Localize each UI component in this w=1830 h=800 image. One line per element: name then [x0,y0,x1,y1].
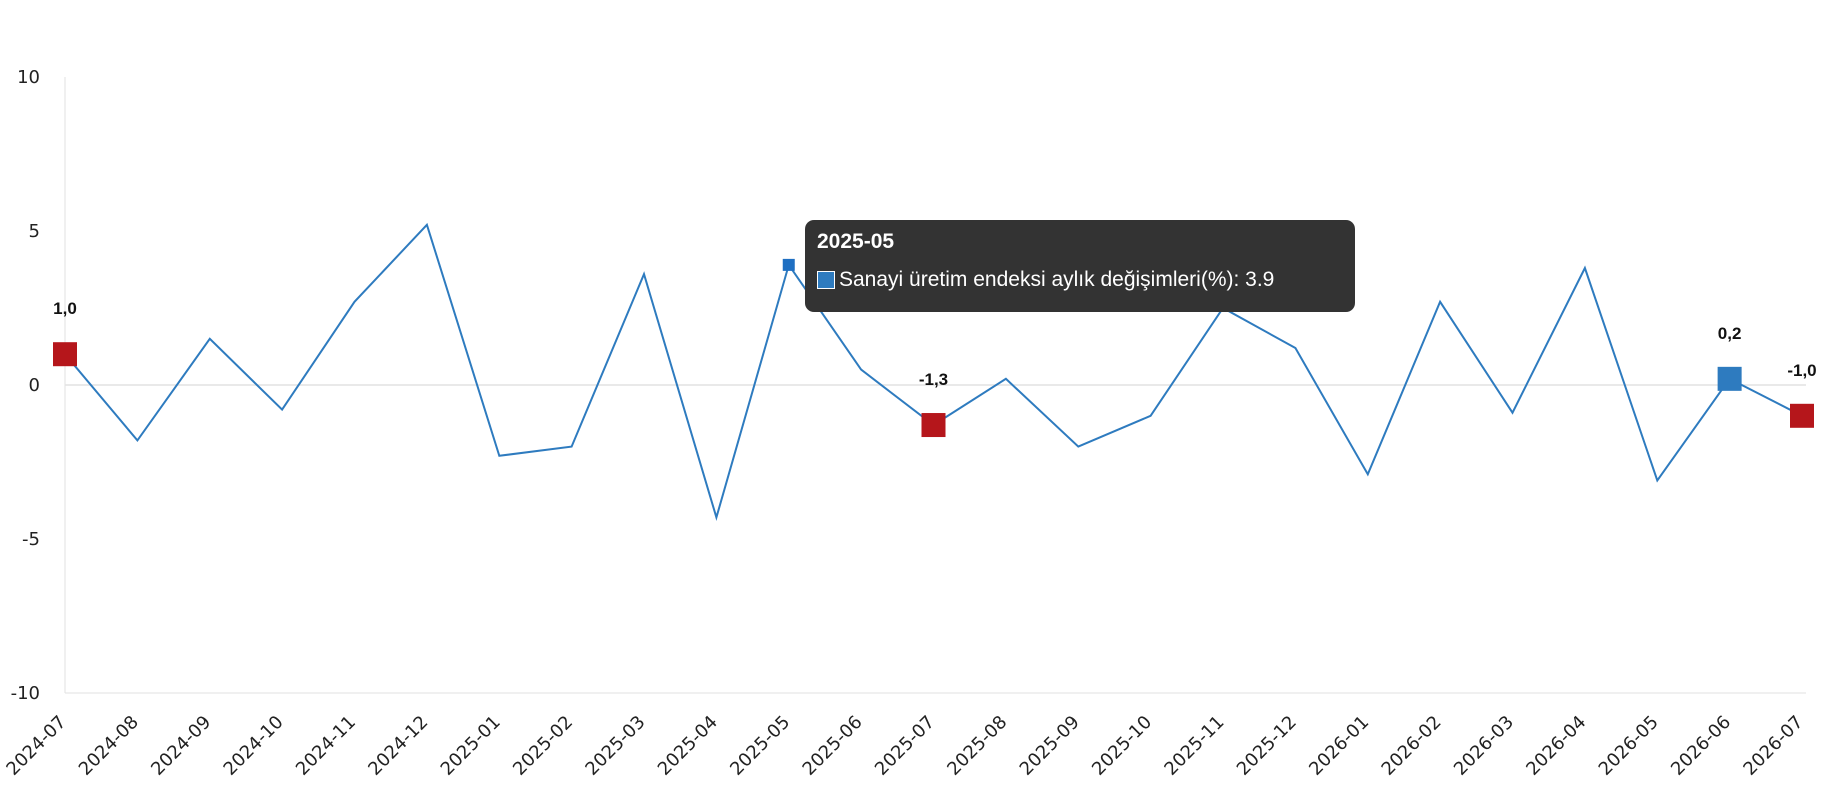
x-tick-label: 2024-11 [292,712,360,780]
x-tick-label: 2025-06 [799,712,867,780]
highlight-markers[interactable] [53,258,1814,438]
data-label: -1,0 [1787,361,1816,380]
x-tick-label: 2025-08 [943,712,1011,780]
highlight-marker[interactable] [53,342,77,367]
x-tick-label: 2025-04 [654,712,722,780]
x-tick-label: 2024-12 [364,712,432,780]
x-tick-label: 2025-12 [1233,712,1301,780]
x-tick-labels: 2024-07 2024-08 2024-09 2024-10 2024-11 2024-… [2,712,1807,780]
data-label: -1,3 [919,370,948,389]
x-tick-label: 2025-11 [1160,712,1228,780]
x-tick-label: 2024-07 [2,712,70,780]
y-tick-labels: 10 5 0 -5 -10 [11,67,40,704]
tooltip-title: 2025-05 [817,230,895,253]
x-tick-label: 2026-06 [1667,712,1735,780]
y-tick-label: 5 [29,221,40,242]
tooltip-series-row: Sanayi üretim endeksi aylık değişimleri(… [817,268,1343,292]
x-tick-label: 2026-04 [1522,712,1590,780]
x-tick-label: 2025-01 [437,712,505,780]
x-tick-label: 2025-10 [1088,712,1156,780]
x-tick-label: 2024-10 [220,712,288,780]
x-tick-label: 2026-07 [1739,712,1807,780]
y-tick-label: -10 [11,683,40,704]
tooltip-series-text: Sanayi üretim endeksi aylık değişimleri(… [839,268,1275,291]
hovered-point-marker[interactable] [782,258,795,271]
y-tick-label: 10 [17,67,40,88]
data-label: 1,0 [53,299,77,318]
x-tick-label: 2025-07 [871,712,939,780]
x-tick-label: 2024-08 [75,712,143,780]
data-label: 0,2 [1718,324,1742,343]
highlight-marker[interactable] [921,413,946,438]
axes [64,77,1806,694]
x-tick-label: 2025-05 [726,712,794,780]
y-tick-label: -5 [22,529,40,550]
x-tick-label: 2025-02 [509,712,577,780]
y-tick-label: 0 [29,375,40,396]
x-tick-label: 2024-09 [147,712,215,780]
x-tick-label: 2026-02 [1378,712,1446,780]
x-tick-label: 2025-03 [581,712,649,780]
x-tick-label: 2025-09 [1016,712,1084,780]
highlight-marker[interactable] [1717,366,1742,391]
data-labels: 1,0 -1,3 0,2 -1,0 [53,299,1816,389]
highlight-marker[interactable] [1790,403,1814,428]
hover-tooltip: 2025-05 Sanayi üretim endeksi aylık deği… [805,220,1355,312]
tooltip-series-swatch [817,271,835,289]
x-tick-label: 2026-05 [1595,712,1663,780]
x-tick-label: 2026-01 [1305,712,1373,780]
x-tick-label: 2026-03 [1450,712,1518,780]
